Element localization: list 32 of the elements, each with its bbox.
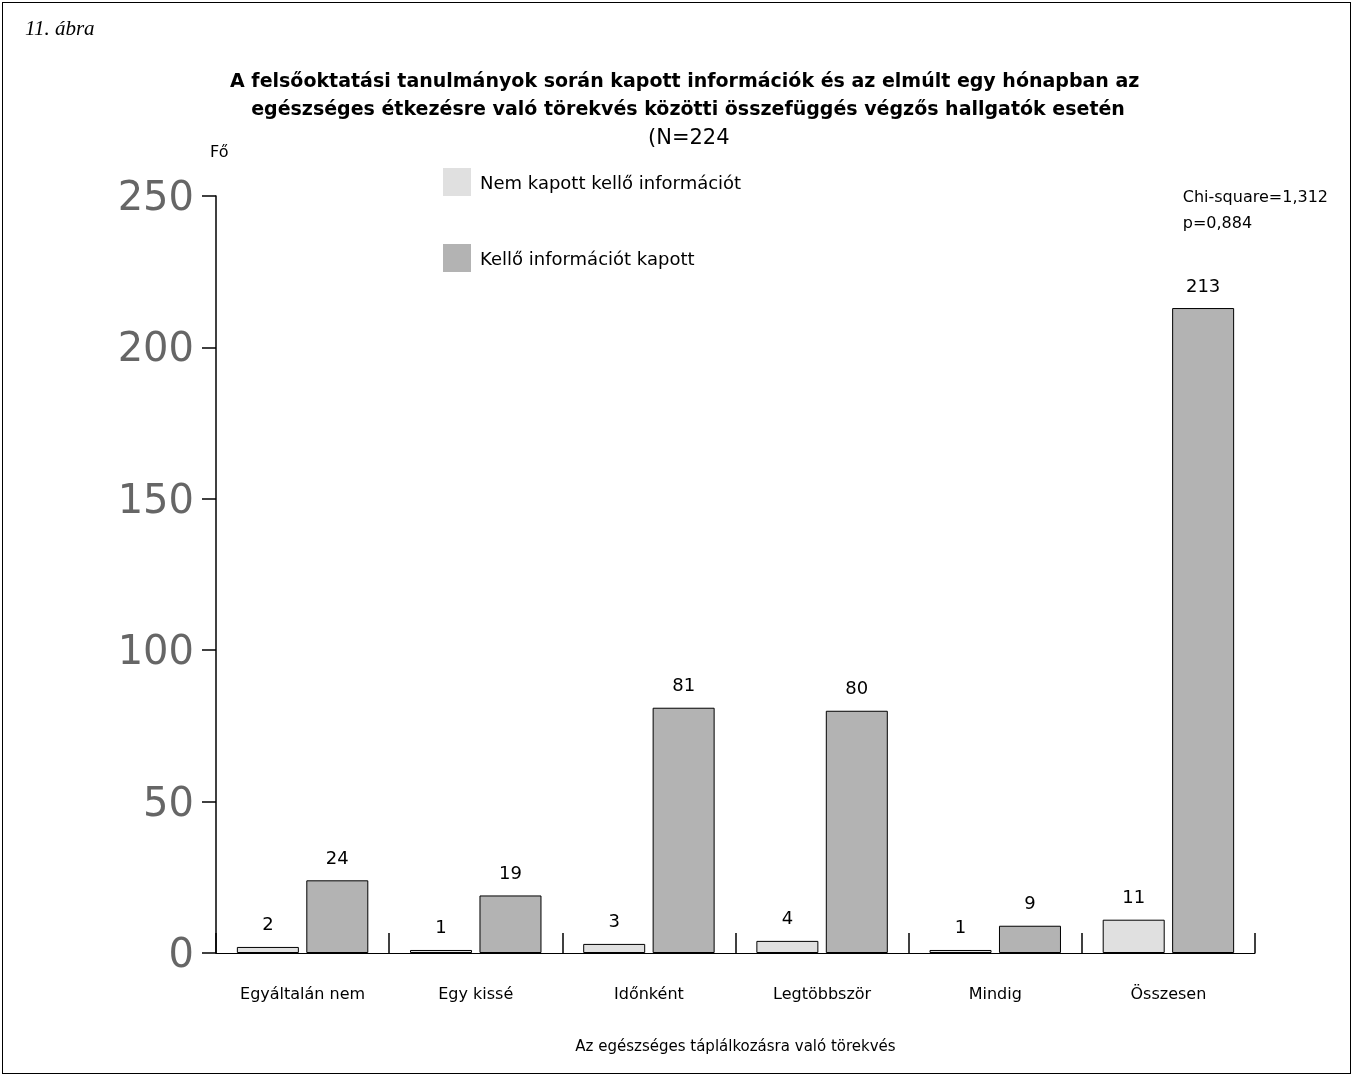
x-tick-label: Egyáltalán nem <box>240 983 366 1003</box>
text: 11. ábra <box>25 15 95 40</box>
x-tick-label: Legtöbbször <box>773 983 872 1003</box>
data-label: 19 <box>499 861 522 883</box>
x-axis-title: Az egészséges táplálkozásra való törekvés <box>575 1036 896 1055</box>
data-label: 4 <box>781 907 794 929</box>
data-label: 9 <box>1024 892 1036 914</box>
chart-title: A felsőoktatási tanulmányok során kapott információk és az elmúlt egy hónapban az egészséges étkezésre való törekvés közötti összefüggés végzős hallgatók esetén <box>230 69 1146 119</box>
data-label: 2 <box>262 913 274 935</box>
chart-subtitle: (N=224 <box>648 124 730 149</box>
legend-label: Kellő információt kapott <box>480 247 695 269</box>
y-tick-label: 50 <box>143 778 194 825</box>
y-tick-label: 100 <box>117 627 194 674</box>
data-label: 1 <box>435 916 447 938</box>
data-label: 81 <box>672 674 696 696</box>
data-label: 3 <box>608 910 620 932</box>
y-tick-label: 0 <box>168 930 194 976</box>
data-label: 1 <box>954 916 967 938</box>
y-tick-label: 150 <box>117 475 194 522</box>
y-axis-title: Fő <box>210 141 229 161</box>
data-label: 11 <box>1122 886 1146 908</box>
y-tick-label: 250 <box>117 173 194 219</box>
data-label: 213 <box>1185 274 1221 296</box>
x-tick-label: Mindig <box>968 983 1022 1003</box>
data-label: 80 <box>845 677 869 699</box>
data-label: 24 <box>325 846 349 868</box>
x-tick-label: Időnként <box>614 983 684 1003</box>
annotation: Chi-square=1,312 p=0,884 <box>1182 186 1328 232</box>
y-tick-label: 200 <box>117 324 194 371</box>
x-tick-label: Egy kissé <box>438 983 514 1003</box>
x-tick-label: Összesen <box>1130 983 1207 1003</box>
legend-label: Nem kapott kellő információt <box>480 171 742 193</box>
